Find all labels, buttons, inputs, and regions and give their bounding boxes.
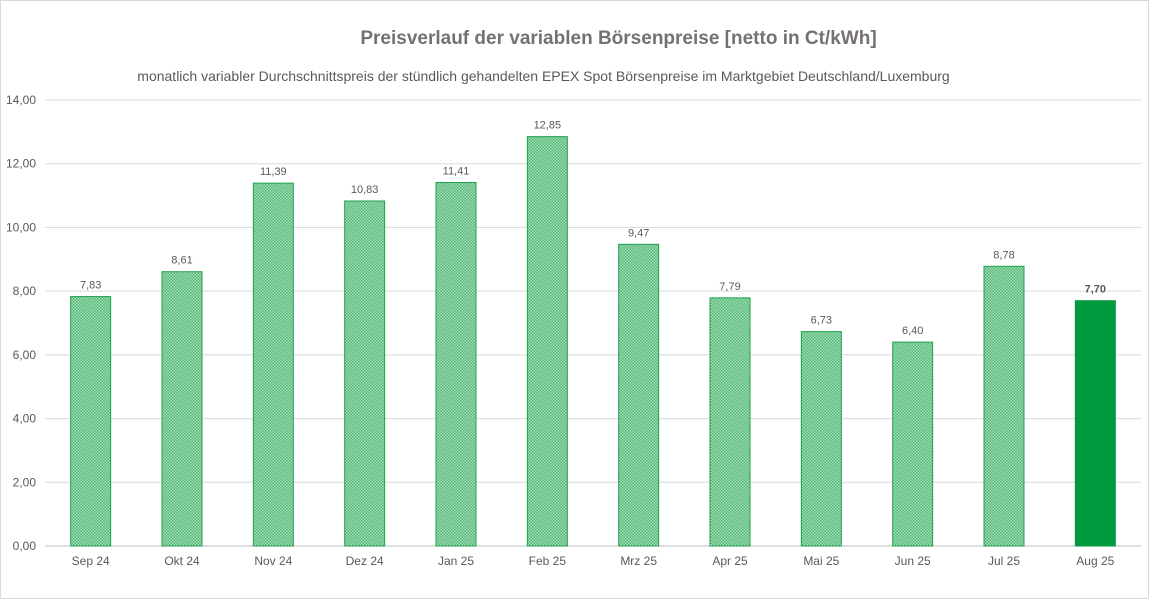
y-tick-label: 8,00	[13, 284, 37, 298]
data-label: 7,70	[1085, 284, 1106, 296]
y-tick-label: 14,00	[6, 93, 36, 107]
bar	[161, 271, 203, 547]
data-label: 9,47	[628, 227, 649, 239]
bar	[526, 136, 568, 547]
bar	[709, 297, 751, 547]
x-axis-ticks: Sep 24 Okt 24 Nov 24 Dez 24 Jan 25 Feb 25 Mrz …	[72, 554, 1115, 568]
x-tick-label: Jul 25	[988, 554, 1020, 568]
data-label: 6,40	[902, 325, 923, 337]
data-label: 7,79	[719, 281, 740, 293]
y-tick-label: 6,00	[13, 348, 37, 362]
value-labels: 7,83 8,61 11,39 10,83 11,41 12,85 9,47 7,79 6,73…	[80, 120, 1106, 337]
x-tick-label: Jan 25	[438, 554, 474, 568]
bar	[800, 331, 842, 547]
data-label: 6,73	[811, 315, 832, 327]
x-tick-label: Mai 25	[803, 554, 839, 568]
data-label: 8,61	[171, 255, 192, 267]
chart-subtitle: monatlich variabler Durchschnittspreis d…	[137, 68, 950, 84]
data-label: 7,83	[80, 280, 101, 292]
chart-title: Preisverlauf der variablen Börsenpreise …	[360, 28, 877, 49]
bars	[70, 136, 1116, 547]
bar	[435, 182, 477, 547]
x-tick-label: Feb 25	[529, 554, 567, 568]
x-tick-label: Mrz 25	[620, 554, 657, 568]
y-tick-label: 4,00	[13, 412, 37, 426]
bar	[892, 341, 934, 547]
data-label: 11,41	[443, 166, 470, 178]
y-tick-label: 0,00	[13, 539, 37, 553]
x-tick-label: Jun 25	[895, 554, 931, 568]
data-label: 10,83	[351, 184, 379, 196]
x-tick-label: Nov 24	[254, 554, 292, 568]
x-tick-label: Apr 25	[712, 554, 748, 568]
x-tick-label: Dez 24	[346, 554, 384, 568]
y-tick-label: 10,00	[6, 220, 36, 234]
bar	[70, 296, 112, 547]
bar	[618, 243, 660, 547]
x-tick-label: Aug 25	[1076, 554, 1114, 568]
data-label: 8,78	[993, 249, 1014, 261]
bar	[1074, 300, 1116, 547]
y-axis-ticks: 0,00 2,00 4,00 6,00 8,00 10,00 12,00 14,00	[6, 93, 36, 553]
gridlines	[45, 99, 1141, 547]
bar	[983, 265, 1025, 547]
x-tick-label: Okt 24	[164, 554, 200, 568]
data-label: 11,39	[260, 166, 287, 178]
bar	[252, 182, 294, 547]
y-tick-label: 2,00	[13, 475, 37, 489]
data-label: 12,85	[534, 120, 562, 132]
y-tick-label: 12,00	[6, 157, 36, 171]
bar	[344, 200, 386, 547]
x-tick-label: Sep 24	[72, 554, 110, 568]
